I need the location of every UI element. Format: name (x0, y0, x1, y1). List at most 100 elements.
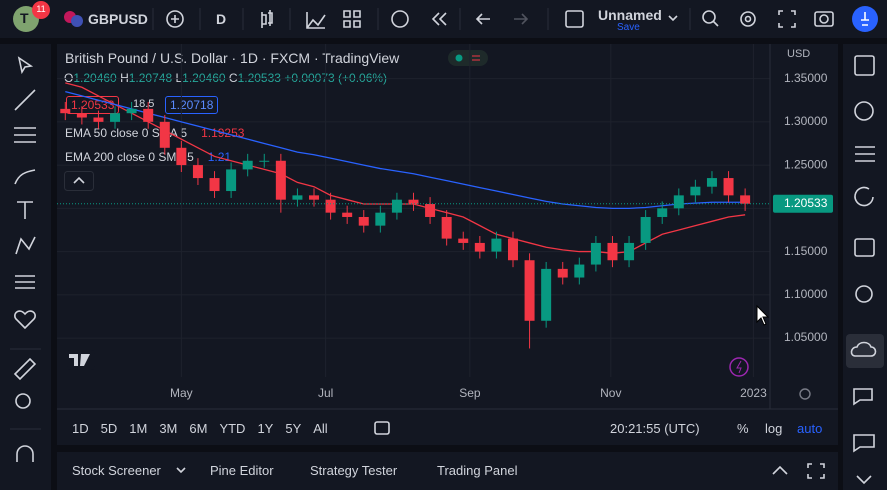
y-tick-label: 1.35000 (784, 71, 828, 85)
text-tool[interactable] (17, 201, 33, 219)
chat[interactable] (850, 341, 877, 357)
range-button[interactable]: 5Y (285, 421, 302, 436)
tab[interactable]: Stock Screener (72, 463, 161, 478)
candle-body (242, 160, 253, 170)
buy-button[interactable]: 1.20718 (165, 96, 219, 114)
replay[interactable] (431, 12, 447, 26)
candle-body (507, 238, 518, 261)
alerts[interactable] (854, 101, 874, 121)
range-button[interactable]: 1D (72, 421, 89, 436)
save[interactable]: Save (617, 22, 640, 33)
value: 1.20460 (182, 71, 226, 85)
collapse-legend[interactable] (64, 171, 94, 191)
y-tick-label: 1.25000 (784, 157, 828, 171)
left-toolbar (0, 44, 51, 490)
chart-type[interactable] (261, 10, 273, 28)
range-button[interactable]: YTD (219, 421, 246, 436)
dropdown[interactable] (668, 15, 678, 22)
candle-body (391, 199, 402, 213)
icon (73, 176, 85, 184)
tab-dropdown[interactable] (174, 464, 188, 476)
active-tab (846, 334, 884, 368)
events[interactable] (729, 357, 749, 377)
date-range[interactable] (372, 418, 392, 438)
fullscreen[interactable] (807, 463, 825, 479)
indicators[interactable] (306, 12, 326, 29)
redo[interactable] (514, 13, 529, 25)
maximize[interactable] (772, 465, 788, 475)
label: H (120, 71, 129, 85)
status-pill (448, 50, 488, 66)
axis-border (57, 44, 838, 410)
streams[interactable] (853, 388, 873, 406)
undo[interactable] (475, 13, 490, 25)
favorites[interactable] (14, 310, 36, 330)
candle-body (192, 165, 203, 179)
candle-body (110, 113, 121, 122)
magnet[interactable] (16, 445, 34, 462)
hotlist[interactable] (854, 186, 874, 207)
range-button[interactable]: 1M (129, 421, 148, 436)
trend-line[interactable] (14, 89, 36, 111)
symbol[interactable]: GBPUSD (88, 11, 148, 27)
chart: USD 1.350001.300001.250001.200001.150001… (57, 44, 838, 410)
messages[interactable] (853, 434, 875, 453)
templates[interactable] (343, 10, 361, 28)
measure[interactable] (13, 357, 37, 381)
market-open (455, 54, 463, 62)
patterns[interactable] (15, 236, 36, 255)
clock: 20:21:55 (UTC) (610, 421, 700, 436)
auto-toggle[interactable]: auto (797, 421, 823, 436)
x-tick-label: 2023 (740, 386, 767, 400)
percent-toggle[interactable]: % (737, 421, 749, 436)
axis-settings[interactable] (799, 388, 811, 400)
zoom[interactable] (15, 393, 31, 409)
interval[interactable]: D (216, 11, 227, 27)
spread: 18.5 (133, 98, 155, 110)
candle-body (143, 108, 154, 122)
range-button[interactable]: All (313, 421, 328, 436)
range-button[interactable]: 6M (189, 421, 208, 436)
panel-controls (772, 463, 825, 479)
collapse[interactable] (856, 475, 872, 485)
y-tick-label: 1.30000 (784, 114, 828, 128)
fullscreen[interactable] (778, 10, 796, 28)
currency[interactable]: USD (787, 48, 810, 60)
widget-bar (846, 55, 884, 485)
data-window[interactable] (855, 146, 875, 162)
cursor[interactable] (17, 56, 34, 75)
candle-body (706, 178, 717, 187)
layout-name[interactable]: Unnamed (598, 7, 662, 23)
watchlist[interactable] (854, 55, 875, 76)
candle-body (408, 199, 419, 205)
snapshot[interactable] (814, 11, 834, 27)
range-button[interactable]: 3M (159, 421, 178, 436)
ideas[interactable] (855, 285, 873, 303)
candle-body (342, 212, 353, 217)
candle-body (60, 108, 71, 114)
range-button[interactable]: 1Y (257, 421, 274, 436)
tab[interactable]: Strategy Tester (310, 463, 398, 478)
alert[interactable] (391, 10, 409, 28)
tab[interactable]: Trading Panel (437, 463, 518, 478)
fib[interactable] (14, 127, 36, 143)
prediction[interactable] (15, 275, 35, 289)
range-button[interactable]: 5D (100, 421, 118, 436)
y-tick-label: 1.15000 (784, 244, 828, 258)
candle-body (657, 208, 668, 217)
layout[interactable] (565, 10, 584, 28)
candle-body (574, 264, 585, 278)
tab[interactable]: Pine Editor (210, 463, 274, 478)
settings[interactable] (740, 11, 756, 27)
tv-logo (67, 350, 95, 370)
add-symbol[interactable] (166, 10, 184, 28)
calendar[interactable] (854, 238, 875, 257)
top-bar (0, 0, 887, 38)
last-price-tag (773, 194, 833, 213)
search[interactable] (702, 10, 716, 24)
log-toggle[interactable]: log (765, 421, 783, 436)
brush[interactable] (14, 169, 36, 185)
indicator-name: EMA 200 close 0 SMA 5 (65, 150, 194, 164)
candle-body (275, 160, 286, 200)
